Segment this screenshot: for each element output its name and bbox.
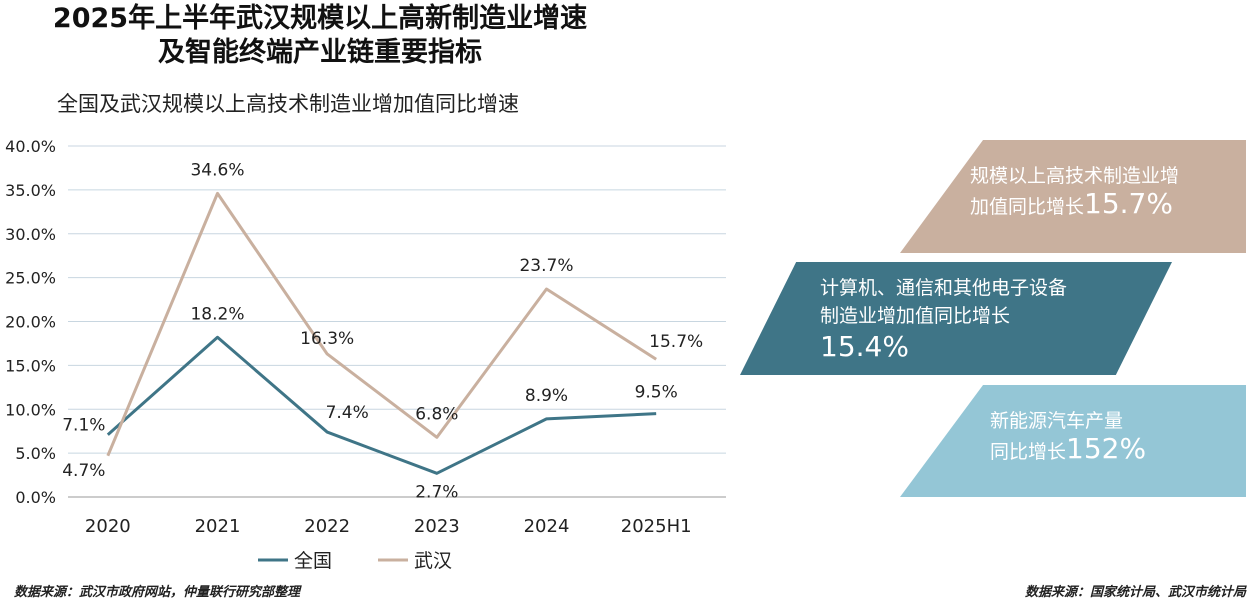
data-label: 16.3% [300,329,354,349]
panel-electronics-line1: 计算机、通信和其他电子设备 [820,277,1068,299]
data-label: 15.7% [649,332,703,352]
data-label: 9.5% [635,383,678,403]
series-line-1 [106,191,657,457]
x-tick-label: 2021 [195,516,241,537]
x-tick-label: 2025H1 [621,516,692,537]
panel-hightech-line2: 加值同比增长 [970,196,1085,218]
y-tick-label: 35.0% [5,181,56,200]
source-note-left: 数据来源：武汉市政府网站，仲量联行研究部整理 [14,585,301,600]
y-tick-label: 30.0% [5,225,56,244]
x-tick-label: 2023 [414,516,460,537]
panel-nev-line1: 新能源汽车产量 [990,410,1124,432]
x-tick-label: 2024 [524,516,570,537]
x-tick-label: 2022 [304,516,350,537]
y-tick-label: 25.0% [5,269,56,288]
y-tick-label: 0.0% [15,488,56,507]
legend-label-0: 全国 [294,550,332,572]
line-chart: 0.0% 5.0% 10.0% 15.0% 20.0% 25.0% 30.0% 35.0% 40… [5,137,726,572]
y-tick-label: 40.0% [5,137,56,156]
y-tick-label: 20.0% [5,313,56,332]
panel-electronics-line2: 制造业增加值同比增长 [820,305,1011,327]
panel-nev-value: 152% [1066,432,1147,465]
data-label: 8.9% [525,386,568,406]
series-line-0 [106,335,657,475]
main-title: 2025年上半年武汉规模以上高新制造业增速 及智能终端产业链重要指标 [0,2,640,70]
data-label: 34.6% [190,160,244,180]
indicator-panel-hightech: 规模以上高技术制造业增 加值同比增长15.7% [900,140,1246,253]
y-tick-label: 15.0% [5,356,56,375]
source-note-right: 数据来源：国家统计局、武汉市统计局 [1024,585,1246,600]
y-tick-label: 5.0% [15,444,56,463]
legend-label-1: 武汉 [414,550,452,572]
indicator-panel-electronics: 计算机、通信和其他电子设备 制造业增加值同比增长 15.4% [740,262,1172,375]
panel-electronics-value: 15.4% [820,330,909,363]
title-line-1: 2025年上半年武汉规模以上高新制造业增速 [52,3,588,34]
title-line-2: 及智能终端产业链重要指标 [158,37,482,68]
data-label: 4.7% [62,461,105,481]
data-label: 18.2% [190,304,244,324]
chart-subtitle: 全国及武汉规模以上高技术制造业增加值同比增速 [57,92,519,116]
data-label: 7.1% [62,416,105,436]
indicator-panel-nev: 新能源汽车产量 同比增长152% [900,385,1246,497]
data-label: 2.7% [415,482,458,502]
panel-hightech-line1: 规模以上高技术制造业增 [970,165,1180,187]
data-label: 6.8% [415,404,458,424]
panel-hightech-value: 15.7% [1084,187,1173,220]
x-tick-label: 2020 [85,516,131,537]
y-tick-label: 10.0% [5,400,56,419]
data-label: 23.7% [519,256,573,276]
panel-nev-line2: 同比增长 [990,441,1067,463]
data-label: 7.4% [326,403,369,423]
